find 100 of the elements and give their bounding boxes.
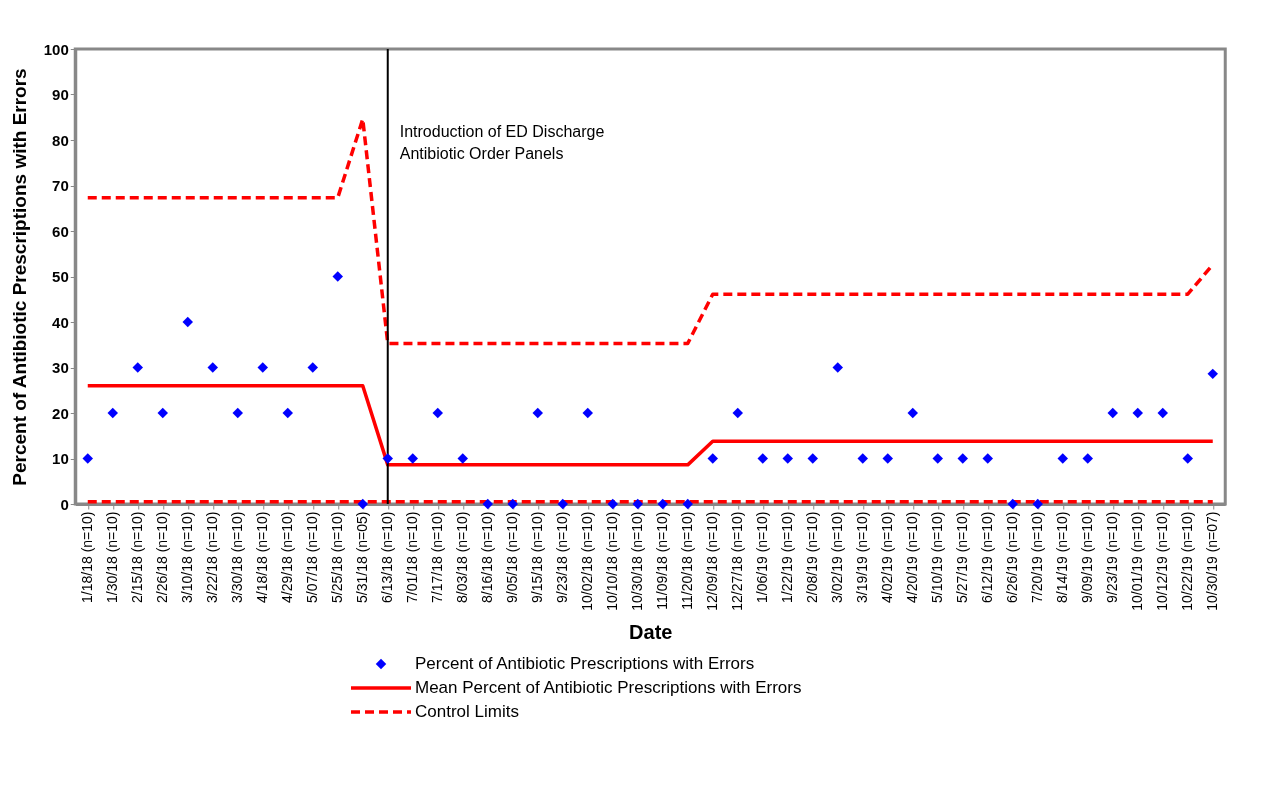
x-tick-label: 4/18/18 (n=10) <box>254 511 271 603</box>
x-tick-label: 12/09/18 (n=10) <box>704 511 721 611</box>
y-tick-label: 60 <box>52 222 69 240</box>
point <box>982 453 993 464</box>
x-tick-label: 10/02/18 (n=10) <box>579 511 596 611</box>
point <box>107 407 118 419</box>
point <box>507 498 518 510</box>
x-tick-label: 5/27/19 (n=10) <box>954 511 971 603</box>
point <box>1007 498 1018 510</box>
x-tick-label: 11/09/18 (n=10) <box>654 511 671 610</box>
x-tick-label: 1/06/19 (n=10) <box>754 511 771 603</box>
x-tick-label: 11/20/18 (n=10) <box>679 511 696 610</box>
x-tick-label: 9/23/19 (n=10) <box>1104 511 1121 603</box>
point <box>357 498 368 510</box>
point <box>382 453 393 464</box>
y-axis-title: Percent of Antibiotic Prescriptions with Errors <box>8 68 30 486</box>
point <box>1157 407 1168 419</box>
point <box>307 362 318 373</box>
x-tick-label: 4/02/19 (n=10) <box>879 511 896 603</box>
x-tick-label: 2/15/18 (n=10) <box>129 511 146 603</box>
point <box>457 453 468 464</box>
x-tick-label: 10/30/18 (n=10) <box>629 511 646 611</box>
point <box>232 407 243 419</box>
x-tick-label: 1/22/19 (n=10) <box>779 511 796 603</box>
x-tick-label: 6/13/18 (n=10) <box>379 511 396 603</box>
x-tick-label: 3/19/19 (n=10) <box>854 511 871 603</box>
y-tick-label: 20 <box>52 404 69 422</box>
point <box>532 407 543 419</box>
x-tick-label: 3/22/18 (n=10) <box>204 511 221 603</box>
x-tick-label: 1/18/18 (n=10) <box>79 511 96 603</box>
point <box>132 362 143 373</box>
y-tick-label: 50 <box>52 268 69 285</box>
x-tick-label: 9/05/18 (n=10) <box>504 511 521 603</box>
point <box>657 498 668 510</box>
legend-label: Percent of Antibiotic Prescriptions with Errors <box>415 654 755 673</box>
point <box>82 453 93 464</box>
point <box>882 453 893 464</box>
ref-line-label: Introduction of ED Discharge Antibiotic Order Panels <box>399 123 605 162</box>
x-tick-label: 7/20/19 (n=10) <box>1029 511 1046 603</box>
x-tick-label: 4/20/19 (n=10) <box>904 511 921 603</box>
y-tick-label: 10 <box>52 450 69 467</box>
x-tick-label: 7/17/18 (n=10) <box>429 511 446 603</box>
point <box>1207 368 1218 380</box>
y-tick-label: 100 <box>43 40 69 58</box>
point <box>1082 453 1093 464</box>
x-tick-label: 1/30/18 (n=10) <box>104 511 121 603</box>
x-tick-label: 8/14/19 (n=10) <box>1054 511 1071 603</box>
point <box>1107 407 1118 419</box>
point <box>432 407 443 419</box>
point <box>607 498 618 510</box>
point <box>582 407 593 419</box>
point <box>157 407 168 419</box>
x-tick-label: 7/01/18 (n=10) <box>404 511 421 603</box>
point <box>482 498 493 510</box>
x-tick-label: 10/30/19 (n=07) <box>1204 511 1221 611</box>
point <box>407 453 418 464</box>
x-tick-label: 2/26/18 (n=10) <box>154 511 171 603</box>
point <box>332 271 343 282</box>
point <box>682 498 693 510</box>
x-tick-label: 3/02/19 (n=10) <box>829 511 846 603</box>
y-tick-label: 40 <box>52 313 69 331</box>
x-tick-label: 6/26/19 (n=10) <box>1004 511 1021 603</box>
point <box>757 453 768 464</box>
x-tick-label: 10/12/19 (n=10) <box>1154 511 1171 611</box>
x-tick-label: 8/16/18 (n=10) <box>479 511 496 603</box>
x-tick-label: 12/27/18 (n=10) <box>729 511 746 611</box>
x-axis-title: Date <box>629 620 673 643</box>
point <box>782 453 793 464</box>
point <box>1182 453 1193 464</box>
point <box>732 407 743 419</box>
legend-label: Mean Percent of Antibiotic Prescriptions with Errors <box>415 678 802 697</box>
y-tick-label: 70 <box>52 177 69 194</box>
point <box>1057 453 1068 464</box>
point <box>182 316 193 328</box>
x-tick-label: 4/29/18 (n=10) <box>279 511 296 603</box>
point <box>957 453 968 464</box>
point <box>907 407 918 419</box>
x-tick-label: 9/15/18 (n=10) <box>529 511 546 603</box>
x-tick-label: 10/10/18 (n=10) <box>604 511 621 611</box>
y-tick-label: 80 <box>52 131 69 149</box>
x-tick-label: 9/09/19 (n=10) <box>1079 511 1096 603</box>
legend-label: Control Limits <box>415 702 519 721</box>
x-tick-label: 6/12/19 (n=10) <box>979 511 996 603</box>
point <box>257 362 268 373</box>
point <box>932 453 943 464</box>
x-tick-label: 5/07/18 (n=10) <box>304 511 321 603</box>
point <box>857 453 868 464</box>
point <box>707 453 718 464</box>
point <box>207 362 218 373</box>
point <box>1132 407 1143 419</box>
point <box>832 362 843 373</box>
point <box>557 498 568 510</box>
x-tick-label: 3/10/18 (n=10) <box>179 511 196 603</box>
x-tick-label: 8/03/18 (n=10) <box>454 511 471 603</box>
x-tick-label: 5/25/18 (n=10) <box>329 511 346 603</box>
x-tick-label: 10/01/19 (n=10) <box>1129 511 1146 611</box>
x-tick-label: 3/30/18 (n=10) <box>229 511 246 603</box>
x-tick-label: 5/31/18 (n=05) <box>354 511 371 603</box>
y-tick-label: 30 <box>52 359 69 376</box>
y-tick-label: 90 <box>52 86 69 103</box>
